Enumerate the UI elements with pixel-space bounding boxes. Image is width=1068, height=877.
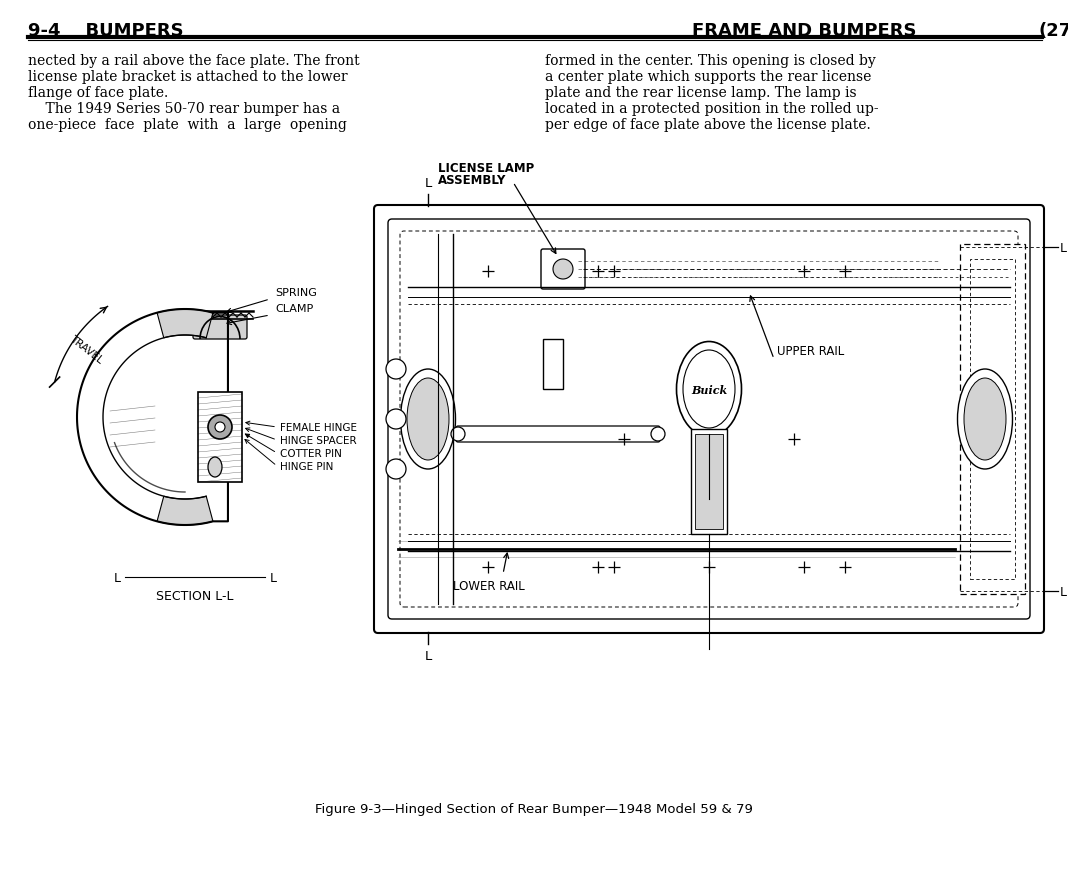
Text: L: L: [269, 571, 277, 584]
Text: SPRING: SPRING: [274, 288, 317, 297]
Text: 9-4    BUMPERS: 9-4 BUMPERS: [28, 22, 184, 40]
Ellipse shape: [958, 369, 1012, 469]
Text: per edge of face plate above the license plate.: per edge of face plate above the license…: [545, 118, 870, 132]
Text: a center plate which supports the rear license: a center plate which supports the rear l…: [545, 70, 871, 84]
Ellipse shape: [676, 342, 741, 437]
Text: L: L: [113, 571, 121, 584]
Polygon shape: [157, 496, 213, 525]
Text: Buick: Buick: [691, 384, 727, 395]
Bar: [691, 430, 727, 534]
Text: located in a protected position in the rolled up-: located in a protected position in the r…: [545, 102, 879, 116]
Bar: [695, 434, 723, 530]
Text: LOWER RAIL: LOWER RAIL: [453, 580, 524, 592]
Text: HINGE PIN: HINGE PIN: [280, 461, 333, 472]
Text: LICENSE LAMP: LICENSE LAMP: [438, 162, 534, 175]
Text: CLAMP: CLAMP: [274, 303, 313, 314]
Text: FRAME AND BUMPERS: FRAME AND BUMPERS: [692, 22, 916, 40]
FancyBboxPatch shape: [456, 426, 660, 443]
Bar: [198, 393, 242, 482]
Text: Figure 9-3—Hinged Section of Rear Bumper—1948 Model 59 & 79: Figure 9-3—Hinged Section of Rear Bumper…: [315, 802, 753, 816]
Ellipse shape: [964, 379, 1006, 460]
Bar: [543, 339, 563, 389]
Text: HINGE SPACER: HINGE SPACER: [280, 436, 357, 446]
Text: L: L: [1061, 585, 1067, 598]
Text: flange of face plate.: flange of face plate.: [28, 86, 169, 100]
Ellipse shape: [400, 369, 455, 469]
Polygon shape: [157, 310, 213, 339]
Text: L: L: [1061, 241, 1067, 254]
Text: (270): (270): [1038, 22, 1068, 40]
Circle shape: [208, 416, 232, 439]
Circle shape: [553, 260, 574, 280]
Text: formed in the center. This opening is closed by: formed in the center. This opening is cl…: [545, 54, 876, 68]
Circle shape: [386, 360, 406, 380]
Text: COTTER PIN: COTTER PIN: [280, 448, 342, 459]
FancyBboxPatch shape: [541, 250, 585, 289]
Ellipse shape: [684, 351, 735, 429]
Text: L: L: [424, 177, 431, 189]
Circle shape: [386, 460, 406, 480]
Text: UPPER RAIL: UPPER RAIL: [778, 345, 844, 358]
Text: ASSEMBLY: ASSEMBLY: [438, 174, 506, 187]
Ellipse shape: [407, 379, 449, 460]
Bar: [960, 245, 1025, 595]
Text: plate and the rear license lamp. The lamp is: plate and the rear license lamp. The lam…: [545, 86, 857, 100]
Text: nected by a rail above the face plate. The front: nected by a rail above the face plate. T…: [28, 54, 360, 68]
Text: one-piece  face  plate  with  a  large  opening: one-piece face plate with a large openin…: [28, 118, 347, 132]
Text: TRAVEL: TRAVEL: [68, 333, 105, 365]
FancyBboxPatch shape: [193, 316, 247, 339]
Circle shape: [451, 427, 465, 441]
Circle shape: [651, 427, 665, 441]
Text: FEMALE HINGE: FEMALE HINGE: [280, 423, 357, 432]
Text: L: L: [424, 649, 431, 662]
Text: The 1949 Series 50-70 rear bumper has a: The 1949 Series 50-70 rear bumper has a: [28, 102, 340, 116]
Bar: [970, 260, 1015, 580]
Circle shape: [215, 423, 225, 432]
Text: license plate bracket is attached to the lower: license plate bracket is attached to the…: [28, 70, 347, 84]
Ellipse shape: [208, 458, 222, 477]
Text: SECTION L-L: SECTION L-L: [156, 589, 234, 602]
Circle shape: [386, 410, 406, 430]
